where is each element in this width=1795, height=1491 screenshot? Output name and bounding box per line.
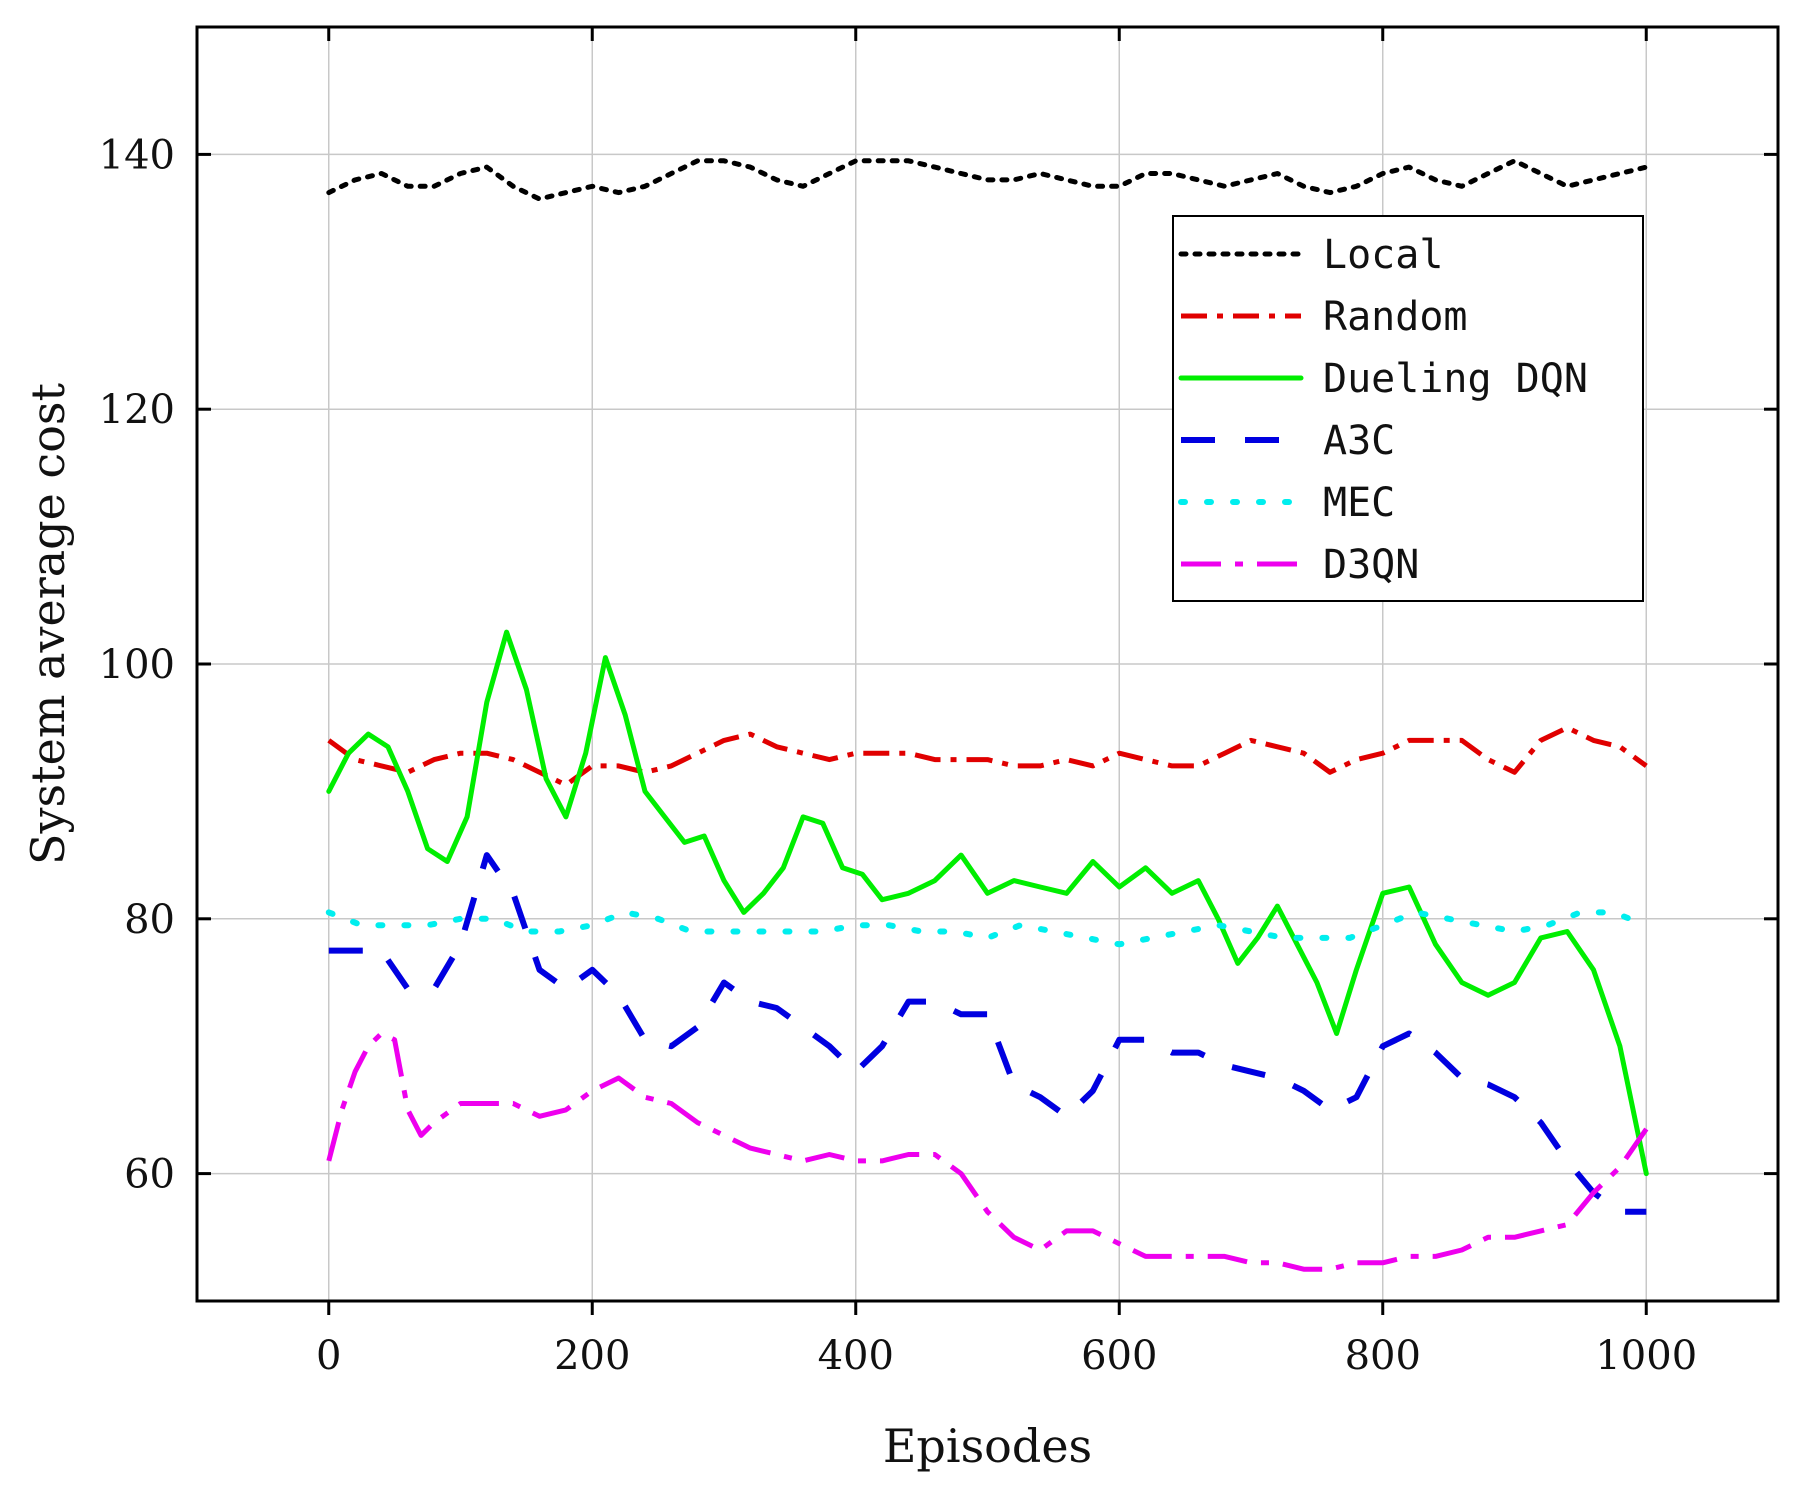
series-line-random <box>327 725 1648 788</box>
legend-label: Dueling DQN <box>1323 356 1588 402</box>
legend-label: D3QN <box>1323 542 1419 588</box>
x-tick-label: 1000 <box>1595 1333 1697 1379</box>
legend-box <box>1172 215 1644 602</box>
y-tick-label: 140 <box>99 132 175 178</box>
legend-label: Local <box>1323 232 1443 278</box>
series-line-a3c <box>328 852 1647 1215</box>
series-layer <box>325 158 1650 1272</box>
legend-label: MEC <box>1323 480 1395 526</box>
x-tick-label: 600 <box>1081 1333 1157 1379</box>
series-line-d3qn <box>326 1031 1649 1272</box>
series-line-dueling-dqn <box>326 629 1649 1177</box>
series-line-mec <box>325 909 1650 948</box>
y-axis-title: System average cost <box>21 383 75 865</box>
legend-label: A3C <box>1323 418 1395 464</box>
x-tick-label: 800 <box>1345 1333 1421 1379</box>
series-line-local <box>326 158 1649 202</box>
y-tick-label: 120 <box>99 387 175 433</box>
y-tick-label: 80 <box>124 897 175 943</box>
ticks: 0 200 400 600 800 1000 60 80 100 120 140 <box>99 27 1778 1379</box>
legend: Local Random Dueling DQN A3C MEC D3QN <box>1172 215 1644 602</box>
y-tick-label: 60 <box>124 1152 175 1198</box>
x-axis-title: Episodes <box>883 1419 1092 1473</box>
y-tick-label: 100 <box>99 642 175 688</box>
x-tick-label: 200 <box>554 1333 630 1379</box>
x-tick-label: 0 <box>316 1333 341 1379</box>
x-tick-label: 400 <box>818 1333 894 1379</box>
legend-label: Random <box>1323 294 1468 340</box>
